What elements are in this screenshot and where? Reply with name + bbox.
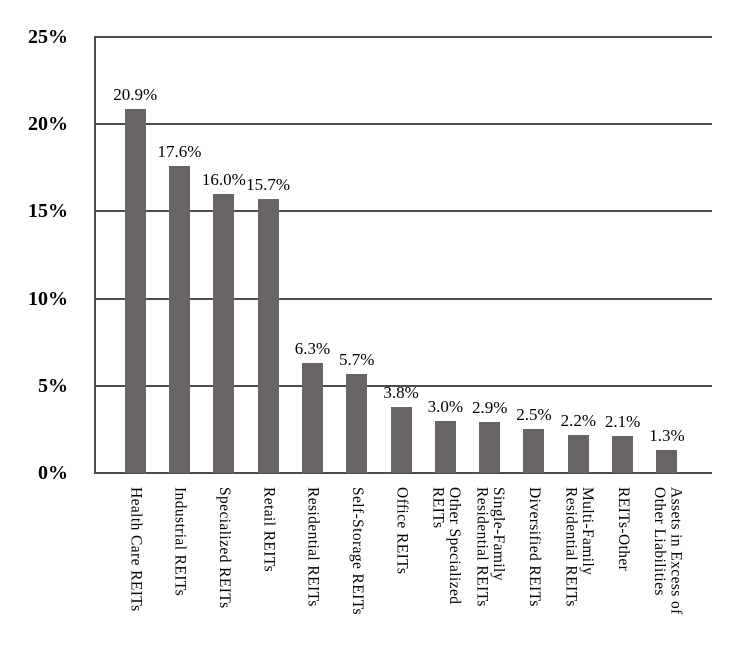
bar-value-label: 16.0% <box>201 169 246 189</box>
bar-slot: 5.7% <box>335 37 379 473</box>
bar-slot: 3.8% <box>379 37 423 473</box>
x-axis-label: Office REITs <box>393 487 411 575</box>
bar <box>656 450 678 473</box>
bar <box>301 363 323 473</box>
gridline <box>94 297 712 300</box>
x-axis-label: Diversified REITs <box>526 487 544 607</box>
bar <box>168 166 190 473</box>
x-label-slot: REITs-Other <box>600 487 644 672</box>
bar-value-label: 2.5% <box>516 405 552 425</box>
x-axis-label: Residential REITs <box>304 487 322 607</box>
bar-value-label: 6.3% <box>294 339 331 359</box>
bar <box>479 422 501 473</box>
bar-value-label: 15.7% <box>246 175 291 195</box>
bar-slot: 16.0% <box>202 37 246 473</box>
bar <box>124 108 146 473</box>
x-label-slot: Industrial REITs <box>157 487 201 672</box>
bar <box>390 406 412 473</box>
bar-slot: 2.9% <box>468 37 512 473</box>
x-axis-label: REITs-Other <box>614 487 632 572</box>
bar-slot: 2.1% <box>600 37 644 473</box>
x-label-slot: Single-Family Residential REITs <box>468 487 512 672</box>
x-axis-label: Other Specialized REITs <box>429 487 463 605</box>
bar-value-label: 20.9% <box>113 84 158 104</box>
bar <box>213 193 235 473</box>
x-label-slot: Multi-Family Residential REITs <box>556 487 600 672</box>
gridline <box>94 123 712 126</box>
x-axis-label: Specialized REITs <box>216 487 234 609</box>
bar <box>523 429 545 473</box>
x-label-slot: Assets in Excess of Other Liabilities <box>645 487 689 672</box>
bar-value-label: 5.7% <box>339 349 375 369</box>
x-axis-label: Assets in Excess of Other Liabilities <box>650 487 685 615</box>
gridline <box>94 210 712 213</box>
y-tick-label: 25% <box>28 26 68 48</box>
bar-value-label: 1.3% <box>649 426 685 446</box>
bar-value-label: 2.1% <box>604 412 641 432</box>
x-label-slot: Residential REITs <box>290 487 334 672</box>
x-label-slot: Retail REITs <box>246 487 290 672</box>
bar-slot: 20.9% <box>113 37 157 473</box>
x-axis-label: Single-Family Residential REITs <box>473 487 508 607</box>
bar-value-label: 17.6% <box>157 142 202 162</box>
x-label-slot: Office REITs <box>379 487 423 672</box>
plot-area: 20.9% 17.6% 16.0% 15.7% 6.3% 5.7% 3.8% 3.0% 2.9%… <box>94 36 712 474</box>
gridline <box>94 472 712 474</box>
bar <box>612 436 634 473</box>
x-axis-label: Self-Storage REITs <box>348 487 366 615</box>
bar-value-label: 3.8% <box>383 382 419 402</box>
x-label-slot: Self-Storage REITs <box>335 487 379 672</box>
x-label-slot: Specialized REITs <box>202 487 246 672</box>
bar-slot: 17.6% <box>157 37 201 473</box>
bar <box>434 420 456 473</box>
bar <box>346 373 368 473</box>
bar-slot: 2.2% <box>556 37 600 473</box>
y-tick-label: 15% <box>28 200 68 223</box>
y-tick-label: 10% <box>28 287 68 310</box>
gridline <box>94 384 712 387</box>
bar <box>567 434 589 473</box>
x-label-slot: Other Specialized REITs <box>423 487 467 672</box>
bar-value-label: 2.2% <box>560 410 596 430</box>
bar-slot: 3.0% <box>423 37 467 473</box>
bar-slot: 2.5% <box>512 37 556 473</box>
y-axis-line <box>94 37 96 474</box>
bar-value-label: 2.9% <box>471 398 508 418</box>
x-axis-label: Retail REITs <box>260 487 278 573</box>
y-tick-label: 20% <box>28 113 68 136</box>
y-tick-label: 5% <box>38 374 68 397</box>
bar-slot: 6.3% <box>290 37 334 473</box>
x-axis-label: Health Care REITs <box>127 487 145 612</box>
x-axis-labels: Health Care REITs Industrial REITs Special… <box>113 487 689 672</box>
y-axis-tick-labels: 25% 20% 15% 10% 5% 0% <box>0 27 68 483</box>
bar-value-label: 3.0% <box>427 396 464 416</box>
x-axis-label: Multi-Family Residential REITs <box>562 487 596 607</box>
x-axis-label: Industrial REITs <box>171 487 189 597</box>
gridline <box>94 36 712 38</box>
bars-container: 20.9% 17.6% 16.0% 15.7% 6.3% 5.7% 3.8% 3.0% 2.9%… <box>113 37 689 473</box>
x-label-slot: Health Care REITs <box>113 487 157 672</box>
x-label-slot: Diversified REITs <box>512 487 556 672</box>
y-tick-label: 0% <box>38 462 68 484</box>
bar-slot: 15.7% <box>246 37 290 473</box>
bar-slot: 1.3% <box>645 37 689 473</box>
bar <box>257 199 279 473</box>
